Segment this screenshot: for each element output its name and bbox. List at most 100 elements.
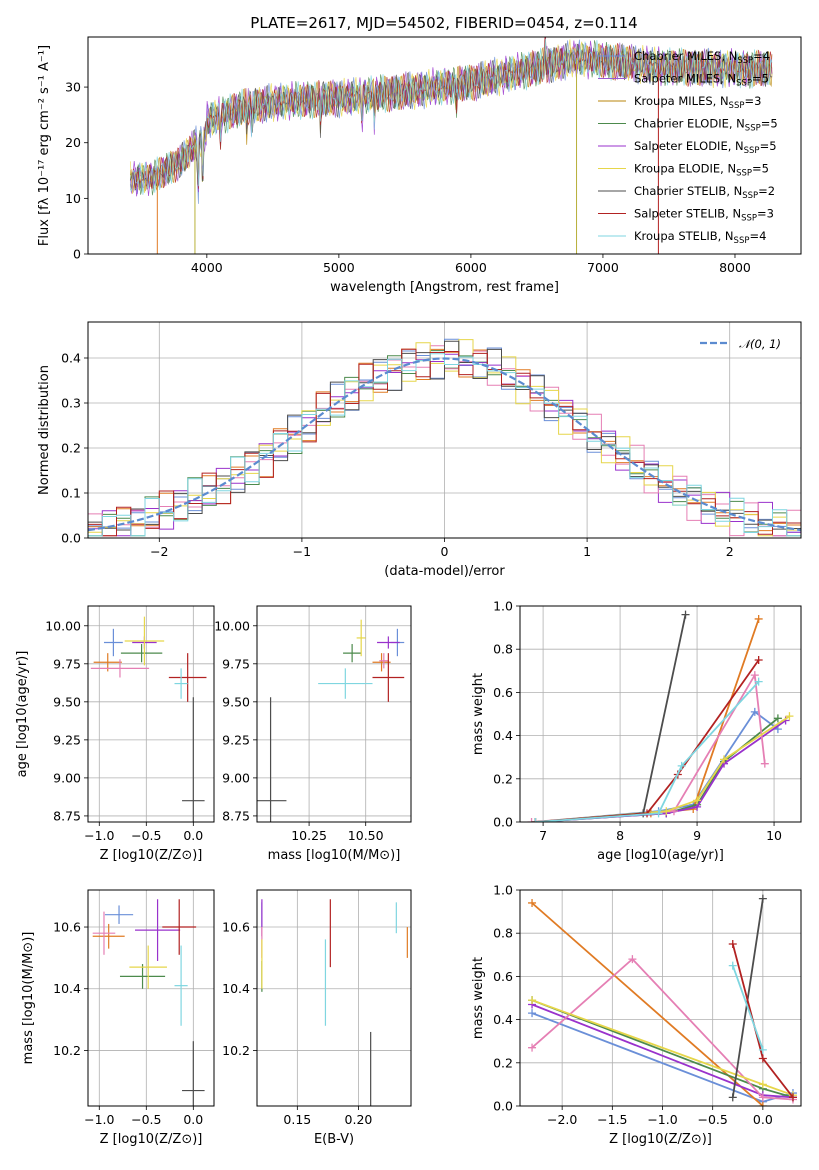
data-point-marker [528, 898, 537, 907]
y-tick-label: 10.00 [214, 618, 250, 633]
legend-label: Salpeter STELIB, NSSP=3 [634, 207, 774, 224]
plot-content [129, 37, 773, 254]
mass_vs_Z-axes: −1.0 −0.5 0.0 10.2 10.4 10.6 Z [log10(Z/Z⊙)] ma… [21, 889, 215, 1147]
x-tick-label: −0.5 [131, 1112, 161, 1127]
x-tick-label: 0.0 [183, 828, 203, 843]
y-tick-label: 0.2 [493, 1055, 513, 1070]
x-tick-label: 7 [539, 828, 547, 843]
axes-frame [256, 605, 412, 823]
legend-label: Salpeter MILES, NSSP=5 [634, 72, 769, 89]
spectrum-line-7 [129, 37, 773, 190]
y-axis-label: mass weight [471, 673, 486, 755]
weight-line [731, 965, 764, 1051]
error-point-7 [372, 653, 405, 702]
y-tick-label: 10.6 [53, 920, 81, 935]
y-tick-label: 0.6 [493, 969, 513, 984]
x-tick-label: −0.5 [131, 828, 161, 843]
y-tick-label: 0.6 [493, 685, 513, 700]
data-point-marker [528, 1043, 537, 1052]
age_vs_Z-axes: −1.0 −0.5 0.0 8.75 9.00 9.25 9.50 9.75 10.00 Z [l… [15, 605, 215, 863]
gaussian-curve [88, 357, 801, 532]
data-point-marker [758, 894, 767, 903]
x-axis-label: Z [log10(Z/Z⊙)] [609, 1132, 712, 1147]
weight-line [531, 902, 764, 1106]
error-point-8 [318, 668, 373, 699]
legend-label: Kroupa ELODIE, NSSP=5 [634, 162, 769, 179]
residuals-axes: −2 −1 0 1 2 0.0 0.1 0.2 0.3 0.4 (data-model)/error… [37, 321, 802, 579]
weight-series-8 [531, 677, 763, 822]
weight-series-1 [528, 898, 767, 1106]
x-axis-label: E(B-V) [314, 1132, 354, 1147]
x-tick-label: 8000 [719, 260, 751, 275]
legend-suffix: =2 [758, 184, 775, 198]
legend-label: Chabrier MILES, NSSP=4 [634, 49, 770, 66]
spectrum-legend: Chabrier MILES, NSSP=4 Salpeter MILES, NS… [598, 49, 778, 246]
x-axis-label: age [log10(age/yr)] [597, 848, 724, 863]
axes-frame [87, 321, 802, 539]
plot-content [528, 894, 797, 1106]
y-tick-label: 10.00 [45, 618, 81, 633]
y-tick-label: 9.50 [53, 694, 81, 709]
error-point-7 [168, 653, 207, 702]
x-tick-label: 8 [616, 828, 624, 843]
x-tick-label: −1.0 [647, 1112, 677, 1127]
legend-subscript: SSP [734, 236, 750, 246]
data-point-marker [758, 1102, 767, 1106]
y-tick-label: 20 [65, 135, 81, 150]
y-tick-label: 0.4 [493, 728, 513, 743]
y-tick-label: 9.25 [53, 732, 81, 747]
plot-content [88, 338, 801, 537]
axes-frame [87, 889, 215, 1107]
residual-legend: 𝒩(0, 1) [700, 337, 781, 351]
x-tick-label: −1 [293, 544, 311, 559]
y-tick-label: 10.6 [222, 920, 250, 935]
legend-label: Kroupa STELIB, NSSP=4 [634, 229, 766, 246]
error-point-6 [182, 697, 205, 822]
error-point-4 [92, 911, 116, 955]
y-tick-label: 9.75 [53, 656, 81, 671]
figure-title: PLATE=2617, MJD=54502, FIBERID=0454, z=0… [250, 14, 637, 32]
y-tick-label: 0.8 [493, 642, 513, 657]
x-tick-label: 0.15 [283, 1112, 311, 1127]
error-point-0 [104, 905, 134, 924]
y-tick-label: 10 [65, 191, 81, 206]
error-point-3 [377, 636, 400, 649]
error-point-5 [129, 945, 167, 989]
y-tick-label: 0.0 [493, 1099, 513, 1114]
x-tick-label: −2 [150, 544, 168, 559]
y-axis-label: Flux [fλ 10⁻¹⁷ erg cm⁻² s⁻¹ A⁻¹] [37, 45, 52, 246]
y-tick-label: 0.0 [493, 815, 513, 830]
y-tick-label: 0.4 [61, 351, 81, 366]
legend-suffix: =5 [761, 117, 778, 131]
data-point-marker [754, 614, 763, 623]
weight-series-8 [728, 961, 767, 1054]
data-point-marker [528, 996, 537, 1005]
data-point-marker [754, 677, 763, 686]
data-point-marker [693, 796, 702, 805]
y-tick-label: 1.0 [493, 883, 513, 898]
error-point-2 [119, 964, 166, 989]
legend-subscript: SSP [736, 79, 752, 89]
legend-label: Chabrier ELODIE, NSSP=5 [634, 117, 778, 134]
axes-frame [87, 36, 802, 255]
error-point-3 [135, 899, 181, 961]
legend-suffix: =5 [760, 139, 777, 153]
x-tick-label: −2.0 [547, 1112, 577, 1127]
x-axis-label: (data-model)/error [384, 564, 505, 579]
legend-label: Salpeter ELODIE, NSSP=5 [634, 139, 777, 156]
error-point-4 [90, 659, 150, 678]
weight-series-7 [728, 940, 797, 1102]
data-point-marker [728, 940, 737, 948]
x-tick-label: 10 [766, 828, 782, 843]
legend-suffix: =3 [744, 94, 761, 108]
data-point-marker [527, 818, 536, 822]
weight-line [535, 680, 760, 822]
legend-subscript: SSP [737, 56, 753, 66]
legend-subscript: SSP [744, 146, 760, 156]
spectrum-axes: 4000 5000 6000 7000 8000 0 10 20 30 wavelength [A… [37, 36, 802, 295]
axes-frame [519, 889, 802, 1107]
plot-content [90, 616, 207, 822]
y-tick-label: 0.3 [61, 396, 81, 411]
weight-series-4 [528, 955, 797, 1104]
